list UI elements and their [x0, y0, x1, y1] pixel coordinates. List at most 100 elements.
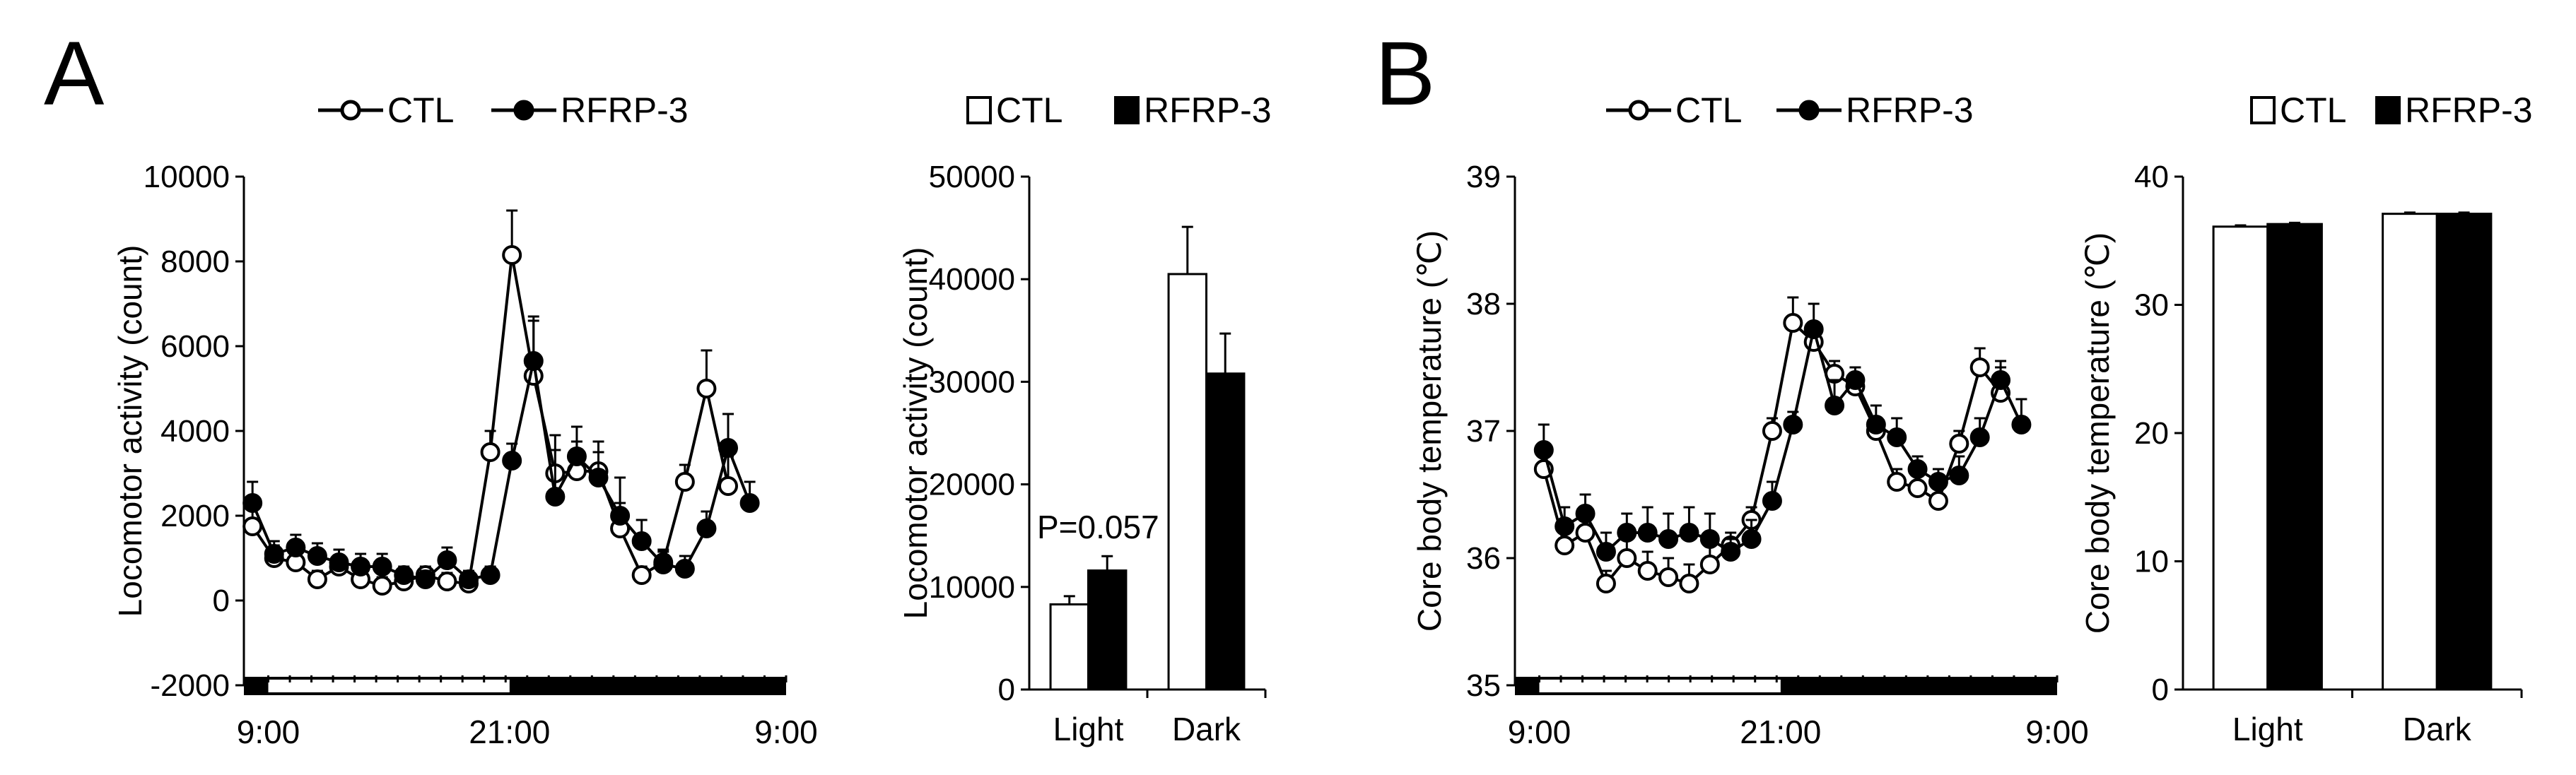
rfrp-data-point: [545, 487, 566, 507]
ctl-data-point: [1596, 574, 1616, 593]
ctl-data-point: [502, 245, 522, 265]
x-tick-label: 9:00: [2025, 714, 2089, 750]
ctl-data-point: [718, 476, 739, 496]
ctl-data-point: [480, 442, 500, 462]
ctl-series-line: [251, 254, 730, 588]
rfrp-data-point: [696, 519, 717, 538]
ctl-data-point: [372, 576, 392, 596]
rfrp-data-point: [1783, 415, 1803, 434]
x-category-label: Dark: [1172, 711, 1241, 747]
rfrp-bar: [1205, 372, 1246, 691]
y-tick-label: 38: [1466, 287, 1501, 321]
legend-rfrp-swatch: [1114, 96, 1140, 124]
y-axis-title: Core body temperature (℃): [2079, 232, 2116, 634]
legend-rfrp-label: RFRP-3: [1144, 90, 1272, 130]
panel-b-letter: B: [1375, 23, 1435, 124]
legend-a-bar: CTL RFRP-3: [966, 90, 1272, 130]
y-tick-label: 39: [1466, 160, 1501, 194]
rfrp-data-point: [631, 531, 652, 551]
rfrp-data-point: [351, 557, 371, 576]
legend-rfrp-marker: [513, 100, 534, 121]
rfrp-data-point: [1617, 523, 1637, 543]
rfrp-data-point: [523, 351, 544, 371]
ctl-data-point: [437, 572, 457, 591]
ctl-bar: [2382, 213, 2438, 691]
rfrp-series-line: [251, 360, 751, 581]
legend-rfrp-swatch: [2375, 96, 2401, 124]
ctl-bar: [1049, 603, 1090, 691]
light-phase-bar: [268, 680, 510, 692]
rfrp-data-point: [242, 493, 263, 513]
legend-ctl-label: CTL: [387, 90, 454, 130]
rfrp-data-point: [588, 468, 609, 487]
x-category-label: Dark: [2403, 711, 2472, 747]
legend-ctl-label: CTL: [2280, 90, 2346, 130]
x-tick-label: 21:00: [1740, 714, 1821, 750]
y-tick-label: 0: [2152, 673, 2169, 707]
chart-b-temperature-line: 35 36 37 38 39 Core body temperature (℃) 9:00 2…: [1411, 160, 2089, 750]
y-tick-label: 50000: [929, 160, 1015, 194]
ctl-data-point: [1949, 434, 1969, 454]
ctl-data-point: [1679, 574, 1699, 593]
y-tick-label: 2000: [160, 499, 230, 533]
panel-a-letter: A: [44, 23, 105, 124]
y-tick-label: 4000: [160, 414, 230, 449]
rfrp-data-point: [1969, 427, 1990, 447]
ctl-data-point: [1928, 491, 1948, 511]
rfrp-data-point: [1555, 516, 1575, 536]
rfrp-data-point: [264, 544, 284, 564]
rfrp-data-point: [1907, 459, 1928, 479]
rfrp-data-point: [1825, 396, 1845, 415]
rfrp-data-point: [437, 550, 457, 570]
y-tick-label: 37: [1466, 414, 1501, 449]
rfrp-data-point: [718, 438, 739, 458]
rfrp-data-point: [394, 565, 414, 585]
ctl-data-point: [1907, 478, 1928, 498]
rfrp-data-point: [502, 451, 522, 471]
rfrp-data-point: [1658, 529, 1679, 549]
legend-rfrp-label: RFRP-3: [2405, 90, 2533, 130]
chart-b-temperature-bar: 0 10 20 30 40 Core body temperature (℃) Light D…: [2079, 160, 2523, 747]
y-tick-label: 20: [2134, 416, 2169, 451]
rfrp-data-point: [653, 555, 674, 574]
y-tick-label: 36: [1466, 541, 1501, 576]
rfrp-bar: [1087, 569, 1128, 691]
p-value-annotation: P=0.057: [1037, 509, 1159, 545]
rfrp-data-point: [1845, 370, 1866, 390]
x-tick-label: 21:00: [469, 714, 550, 750]
ctl-data-point: [1699, 555, 1720, 574]
ctl-data-point: [1658, 567, 1679, 587]
rfrp-data-point: [1949, 466, 1969, 485]
rfrp-data-point: [415, 569, 435, 589]
y-axis-title: Locomotor activity (count): [112, 245, 148, 617]
ctl-bar: [1167, 273, 1208, 691]
ctl-data-point: [631, 565, 652, 585]
rfrp-data-point: [1699, 529, 1720, 549]
rfrp-data-point: [674, 559, 695, 579]
rfrp-data-point: [1596, 542, 1616, 562]
rfrp-data-point: [1887, 427, 1907, 447]
ctl-data-point: [1575, 523, 1596, 543]
rfrp-data-point: [480, 565, 500, 585]
legend-rfrp-label: RFRP-3: [561, 90, 689, 130]
rfrp-data-point: [1762, 491, 1782, 511]
rfrp-data-point: [307, 546, 327, 566]
rfrp-data-point: [566, 446, 587, 466]
legend-ctl-swatch: [966, 96, 992, 124]
y-tick-label: 40000: [929, 262, 1015, 297]
x-tick-label: 9:00: [754, 714, 818, 750]
rfrp-data-point: [610, 506, 631, 526]
rfrp-data-point: [1928, 472, 1948, 492]
light-phase-bar: [1539, 680, 1781, 692]
legend-rfrp-marker: [1798, 100, 1820, 121]
rfrp-data-point: [1533, 440, 1554, 460]
x-category-label: Light: [1053, 711, 1124, 747]
y-axis-title: Core body temperature (℃): [1411, 230, 1448, 632]
rfrp-data-point: [329, 552, 349, 572]
y-tick-label: 40: [2134, 160, 2169, 194]
ctl-bar: [2212, 225, 2269, 691]
legend-ctl-marker: [1628, 100, 1649, 121]
y-tick-label: 6000: [160, 329, 230, 364]
ctl-data-point: [307, 569, 327, 589]
